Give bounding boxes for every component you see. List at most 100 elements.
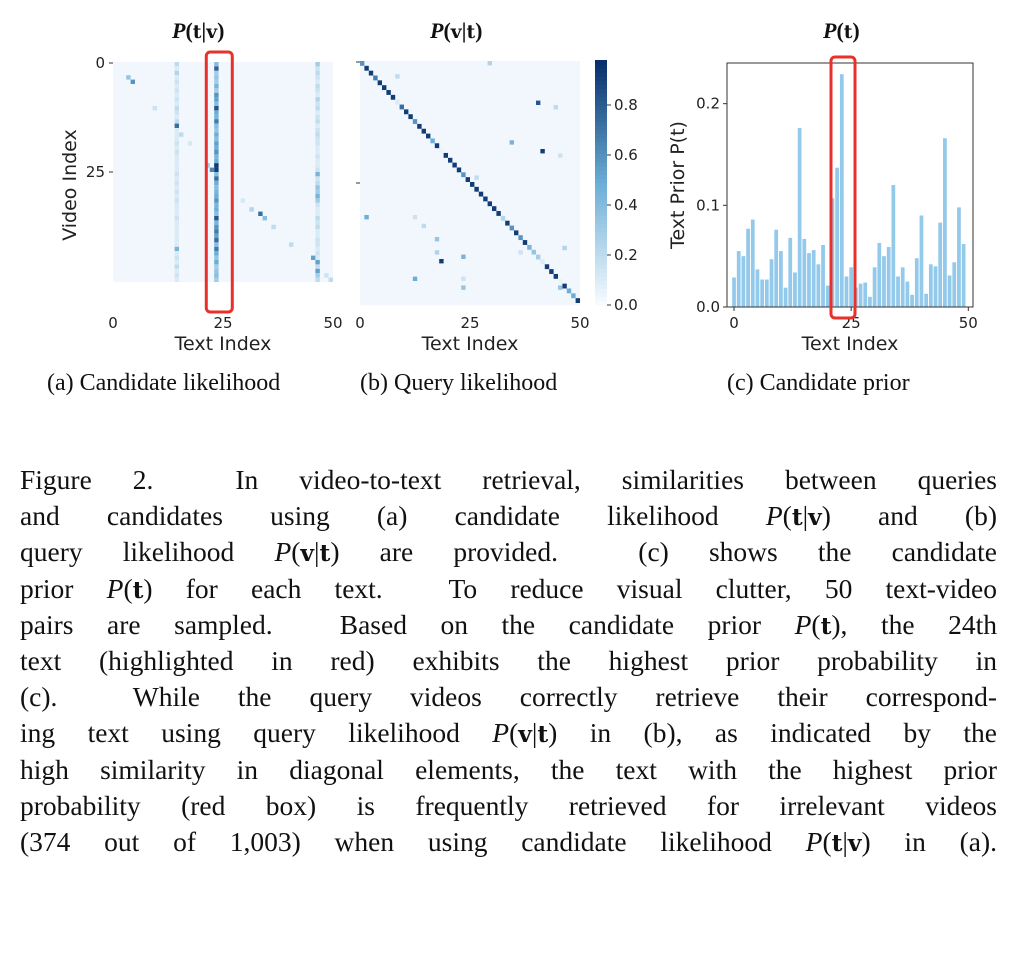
bar	[807, 253, 811, 307]
colorbar-tick-label: 0.4	[614, 196, 638, 214]
heatmap-cell	[315, 224, 320, 230]
heatmap-cell	[315, 233, 320, 238]
heatmap-cell	[214, 273, 219, 278]
heatmap-cell	[328, 277, 333, 282]
bar	[764, 279, 769, 307]
heatmap-cell	[214, 92, 219, 98]
heatmap-cell	[540, 149, 545, 154]
bar	[938, 222, 943, 307]
caption-math: P(v|t)	[274, 536, 340, 568]
heatmap-cell	[214, 264, 219, 269]
heatmap-cell	[412, 276, 418, 281]
heatmap-cell	[417, 123, 422, 129]
heatmap-cell	[258, 211, 263, 216]
bar	[844, 276, 849, 307]
colorbar: 0.0 0.2 0.4 0.6 0.8	[595, 60, 638, 314]
heatmap-cell	[214, 154, 219, 159]
heatmap-cell	[553, 105, 558, 110]
heatmap-cell	[214, 189, 219, 194]
bar	[839, 74, 844, 307]
heatmap-cell	[452, 162, 457, 168]
colorbar-segment	[595, 166, 607, 171]
heatmap-cell	[315, 114, 320, 120]
heatmap-cell	[505, 220, 510, 226]
caption-text: prior	[20, 572, 107, 604]
bar	[957, 207, 961, 307]
heatmap-cell	[174, 110, 179, 115]
heatmap-cell	[315, 158, 320, 164]
caption-text: ing text using query likelihood	[20, 717, 493, 749]
colorbar-segment	[595, 300, 607, 306]
bar	[816, 264, 821, 307]
heatmap-cell	[174, 150, 179, 155]
heatmap-cell	[509, 140, 514, 145]
bar	[896, 276, 900, 307]
bar	[910, 294, 914, 307]
heatmap-cell	[214, 260, 219, 265]
colorbar-segment	[595, 174, 607, 179]
heatmap-cell	[421, 223, 426, 229]
heatmap-cell	[174, 123, 179, 128]
heatmap-cell	[315, 101, 320, 106]
heatmap-cell	[174, 163, 179, 168]
bar	[736, 251, 741, 307]
heatmap-cell	[315, 277, 320, 282]
heatmap-cell	[315, 211, 320, 216]
colorbar-segment	[595, 256, 607, 261]
heatmap-cell	[315, 167, 320, 172]
heatmap-cell	[174, 70, 179, 76]
heatmap-cell	[214, 163, 219, 168]
heatmap-cell	[214, 167, 219, 172]
heatmap-cell	[174, 172, 179, 177]
heatmap-cell	[174, 268, 179, 274]
heatmap-cell	[461, 172, 466, 178]
heatmap-candidate-likelihood: 0 25 0 25 50 Text Index Video Index	[59, 50, 343, 355]
heatmap-cell	[553, 273, 558, 279]
heatmap-cell	[214, 132, 219, 137]
heatmap-cell	[214, 66, 219, 71]
caption-line: pairs are sampled. Based on the candidat…	[20, 607, 997, 643]
colorbar-segment	[595, 158, 607, 163]
heatmap-cell	[152, 106, 157, 111]
heatmap-cell	[174, 141, 179, 146]
bar	[961, 243, 966, 307]
heatmap-cell	[474, 175, 479, 180]
heatmap-cell	[496, 211, 501, 216]
heatmap-cell	[214, 211, 219, 216]
heatmap-cell	[315, 123, 320, 128]
heatmap-cell	[315, 75, 320, 80]
heatmap-cell	[315, 119, 320, 124]
heatmap-cell	[214, 123, 219, 128]
heatmap-cell	[443, 152, 448, 158]
heatmap-cell	[126, 75, 131, 80]
x-tick-label: 50	[323, 314, 342, 332]
heatmap-cell	[174, 246, 179, 252]
heatmap-cell	[214, 141, 219, 146]
caption-line: ing text using query likelihood P(v|t) i…	[20, 715, 997, 751]
heatmap-cell	[434, 237, 440, 242]
heatmap-cell	[179, 132, 184, 137]
bar	[872, 267, 877, 307]
heatmap-cell	[315, 88, 320, 93]
bar	[886, 247, 891, 307]
heatmap-cell	[214, 220, 219, 225]
colorbar-segment	[595, 64, 607, 69]
highlight-box	[829, 55, 857, 320]
heatmap-cell	[434, 143, 440, 149]
heatmap-cell	[315, 242, 320, 247]
colorbar-segment	[595, 133, 607, 139]
title-a: P(t|v)	[172, 18, 225, 43]
heatmap-cell	[483, 196, 488, 202]
heatmap-cell	[174, 277, 179, 282]
heatmap-cell	[315, 150, 320, 155]
heatmap-cell	[214, 79, 219, 84]
colorbar-segment	[595, 190, 607, 196]
heatmap-cell	[562, 245, 567, 251]
x-tick-label: 50	[570, 314, 589, 332]
heatmap-cell	[214, 128, 219, 133]
heatmap-cell	[214, 251, 219, 256]
heatmap-cell	[492, 206, 497, 212]
heatmap-cell	[315, 110, 320, 115]
heatmap-cell	[461, 254, 466, 259]
